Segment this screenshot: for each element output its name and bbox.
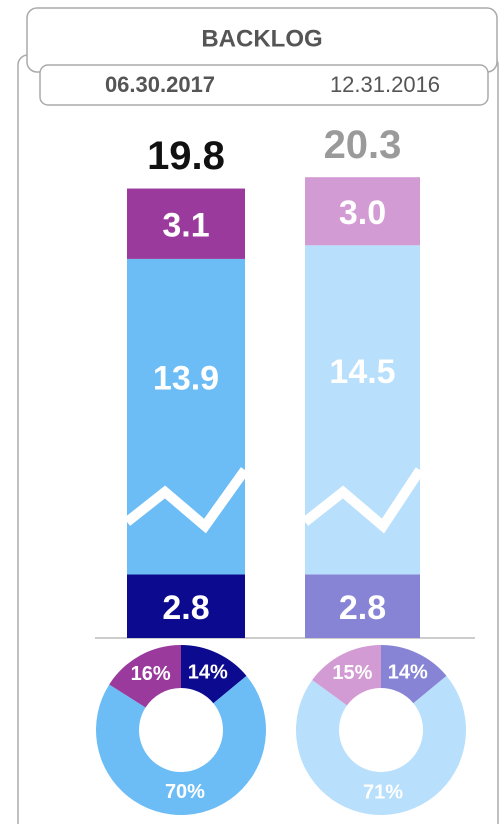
data-label: 14.5 [329, 353, 395, 391]
bar-segment [305, 245, 420, 575]
data-label: 3.1 [162, 207, 209, 245]
category-label: 12.31.2016 [330, 72, 440, 97]
slice-label: 14% [188, 661, 228, 683]
data-label: 2.8 [339, 589, 386, 627]
donut-slice [296, 675, 467, 816]
category-label: 06.30.2017 [105, 72, 215, 97]
data-label: 3.0 [339, 194, 386, 232]
total-label: 20.3 [324, 123, 402, 167]
bar-segment [127, 574, 245, 638]
bar-segment [127, 258, 245, 575]
date-box [39, 64, 489, 106]
data-label: 13.9 [153, 360, 219, 398]
donut-slice [312, 645, 381, 706]
slice-label: 70% [165, 781, 205, 803]
donut-slice [109, 645, 181, 708]
donut-slice [381, 645, 447, 704]
slice-label: 15% [332, 662, 372, 684]
donut-slice [181, 645, 247, 704]
bar-segment [127, 188, 245, 259]
donut-slice [95, 675, 266, 815]
chart-title: BACKLOG [201, 25, 322, 52]
axis-break [301, 467, 425, 534]
slice-label: 14% [388, 661, 428, 683]
total-label: 19.8 [147, 134, 225, 178]
slice-label: 71% [363, 781, 403, 803]
data-label: 2.8 [162, 589, 209, 627]
bar-segment [305, 574, 420, 638]
axis-break [123, 467, 250, 534]
bar-segment [305, 177, 420, 246]
slice-label: 16% [131, 663, 171, 685]
